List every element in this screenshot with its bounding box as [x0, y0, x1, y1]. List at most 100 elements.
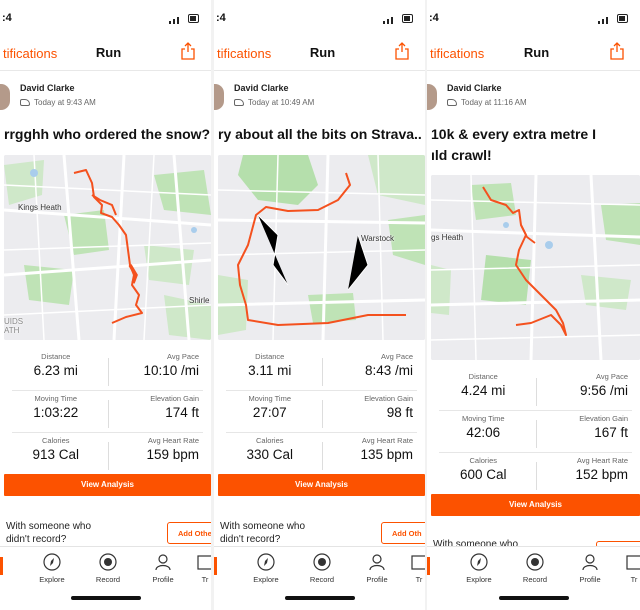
stat-calories: Calories 330 Cal [246, 436, 294, 462]
tab-explore[interactable]: Explore [30, 553, 74, 584]
map-label: Shirle [189, 296, 210, 305]
battery-icon [402, 14, 413, 23]
home-indicator [498, 596, 569, 600]
stat-calories: Calories 600 Cal [459, 456, 507, 482]
tab-record[interactable]: Record [300, 553, 344, 584]
record-icon [99, 553, 117, 571]
route-map[interactable]: Kings Heath Shirle UIDS ATH [4, 155, 211, 340]
athlete-name[interactable]: David Clarke [20, 83, 75, 93]
status-time: :4 [2, 12, 12, 24]
stat-avg-heart-rate: Avg Heart Rate 159 bpm [146, 436, 199, 462]
activity-screen-3: :4 tifications Run David Clarke Today at… [427, 0, 640, 610]
activity-timestamp: Today at 9:43 AM [20, 98, 96, 107]
status-bar: :4 [214, 12, 425, 28]
tab-record[interactable]: Record [513, 553, 557, 584]
stat-distance: Distance 6.23 mi [33, 352, 78, 378]
compass-icon [43, 553, 61, 571]
map-label: Kings Heath [18, 203, 62, 212]
stat-avg-pace: Avg Pace 10:10 /mi [143, 352, 199, 378]
page-title: Run [309, 45, 336, 60]
tab-profile[interactable]: Profile [141, 553, 185, 584]
tab-record[interactable]: Record [86, 553, 130, 584]
stat-moving-time: Moving Time 27:07 [248, 394, 291, 420]
route-map[interactable]: gs Heath [431, 175, 640, 360]
stat-elevation-gain: Elevation Gain 167 ft [579, 414, 628, 440]
stat-elevation-gain: Elevation Gain 98 ft [364, 394, 413, 420]
activity-stats: Distance 3.11 mi Avg Pace 8:43 /mi Moving … [218, 350, 425, 475]
avatar[interactable] [427, 84, 437, 110]
with-someone-prompt: With someone who didn't record? [220, 521, 306, 545]
map-label: gs Heath [431, 233, 464, 242]
share-icon[interactable] [181, 42, 195, 60]
tab-bar: Explore Record Profile Tr [427, 546, 640, 610]
activity-title: rrgghh who ordered the snow? [4, 126, 211, 142]
compass-icon [470, 553, 488, 571]
route-map[interactable]: Warstock [218, 155, 425, 340]
add-others-button[interactable]: Add Othe [167, 522, 211, 544]
status-bar: :4 [0, 12, 211, 28]
stat-distance: Distance 4.24 mi [461, 372, 506, 398]
back-notifications-link[interactable]: tifications [430, 46, 485, 61]
profile-icon [154, 553, 172, 571]
signal-icon [383, 14, 413, 24]
record-icon [526, 553, 544, 571]
profile-icon [368, 553, 386, 571]
page-title: Run [523, 45, 550, 60]
athlete-name[interactable]: David Clarke [447, 83, 502, 93]
avatar[interactable] [214, 84, 224, 110]
tab-bar: Explore Record Profile Tr [0, 546, 211, 610]
nav-header: tifications Run [427, 40, 640, 66]
share-icon[interactable] [395, 42, 409, 60]
add-others-button[interactable]: Add Oth [381, 522, 425, 544]
avatar[interactable] [0, 84, 10, 110]
back-notifications-link[interactable]: tifications [217, 46, 272, 61]
home-indicator [70, 596, 141, 600]
page-title: Run [95, 45, 122, 60]
activity-timestamp: Today at 11:16 AM [447, 98, 527, 107]
stat-elevation-gain: Elevation Gain 174 ft [150, 394, 199, 420]
tab-explore[interactable]: Explore [457, 553, 501, 584]
stat-distance: Distance 3.11 mi [248, 352, 292, 378]
athlete-name[interactable]: David Clarke [234, 83, 289, 93]
map-label: ATH [4, 326, 20, 335]
view-analysis-button[interactable]: View Analysis [431, 494, 640, 516]
shoe-icon [234, 99, 244, 106]
compass-icon [257, 553, 275, 571]
tab-bar: Explore Record Profile Tr [214, 546, 425, 610]
stat-avg-heart-rate: Avg Heart Rate 152 bpm [575, 456, 628, 482]
tab-training[interactable]: Tr [404, 553, 425, 584]
profile-icon [581, 553, 599, 571]
share-icon[interactable] [610, 42, 624, 60]
activity-stats: Distance 4.24 mi Avg Pace 9:56 /mi Moving … [431, 370, 640, 495]
view-analysis-button[interactable]: View Analysis [4, 474, 211, 496]
signal-icon [169, 14, 199, 24]
tab-training[interactable]: Tr [190, 553, 211, 584]
nav-header: tifications Run [214, 40, 425, 66]
shoe-icon [20, 99, 30, 106]
status-time: :4 [429, 12, 439, 24]
training-icon [196, 553, 211, 571]
nav-header: tifications Run [0, 40, 211, 66]
signal-icon [598, 14, 628, 24]
tab-training[interactable]: Tr [619, 553, 640, 584]
with-someone-prompt: With someone who [433, 539, 519, 546]
activity-timestamp: Today at 10:49 AM [234, 98, 314, 107]
shoe-icon [447, 99, 457, 106]
status-time: :4 [216, 12, 226, 24]
activity-screen-1: :4 tifications Run David Clarke Today at… [0, 0, 211, 610]
map-label: Warstock [361, 234, 395, 243]
view-analysis-button[interactable]: View Analysis [218, 474, 425, 496]
stat-moving-time: Moving Time 1:03:22 [33, 394, 79, 420]
tab-explore[interactable]: Explore [244, 553, 288, 584]
tab-profile[interactable]: Profile [355, 553, 399, 584]
battery-icon [188, 14, 199, 23]
back-notifications-link[interactable]: tifications [3, 46, 58, 61]
tab-profile[interactable]: Profile [568, 553, 612, 584]
stat-avg-pace: Avg Pace 9:56 /mi [579, 372, 628, 398]
add-others-button[interactable] [596, 541, 640, 548]
with-someone-prompt: With someone who didn't record? [6, 521, 92, 545]
stat-calories: Calories 913 Cal [32, 436, 80, 462]
activity-title: ry about all the bits on Strava.. [218, 126, 422, 142]
activity-screen-2: :4 tifications Run David Clarke Today at… [214, 0, 425, 610]
